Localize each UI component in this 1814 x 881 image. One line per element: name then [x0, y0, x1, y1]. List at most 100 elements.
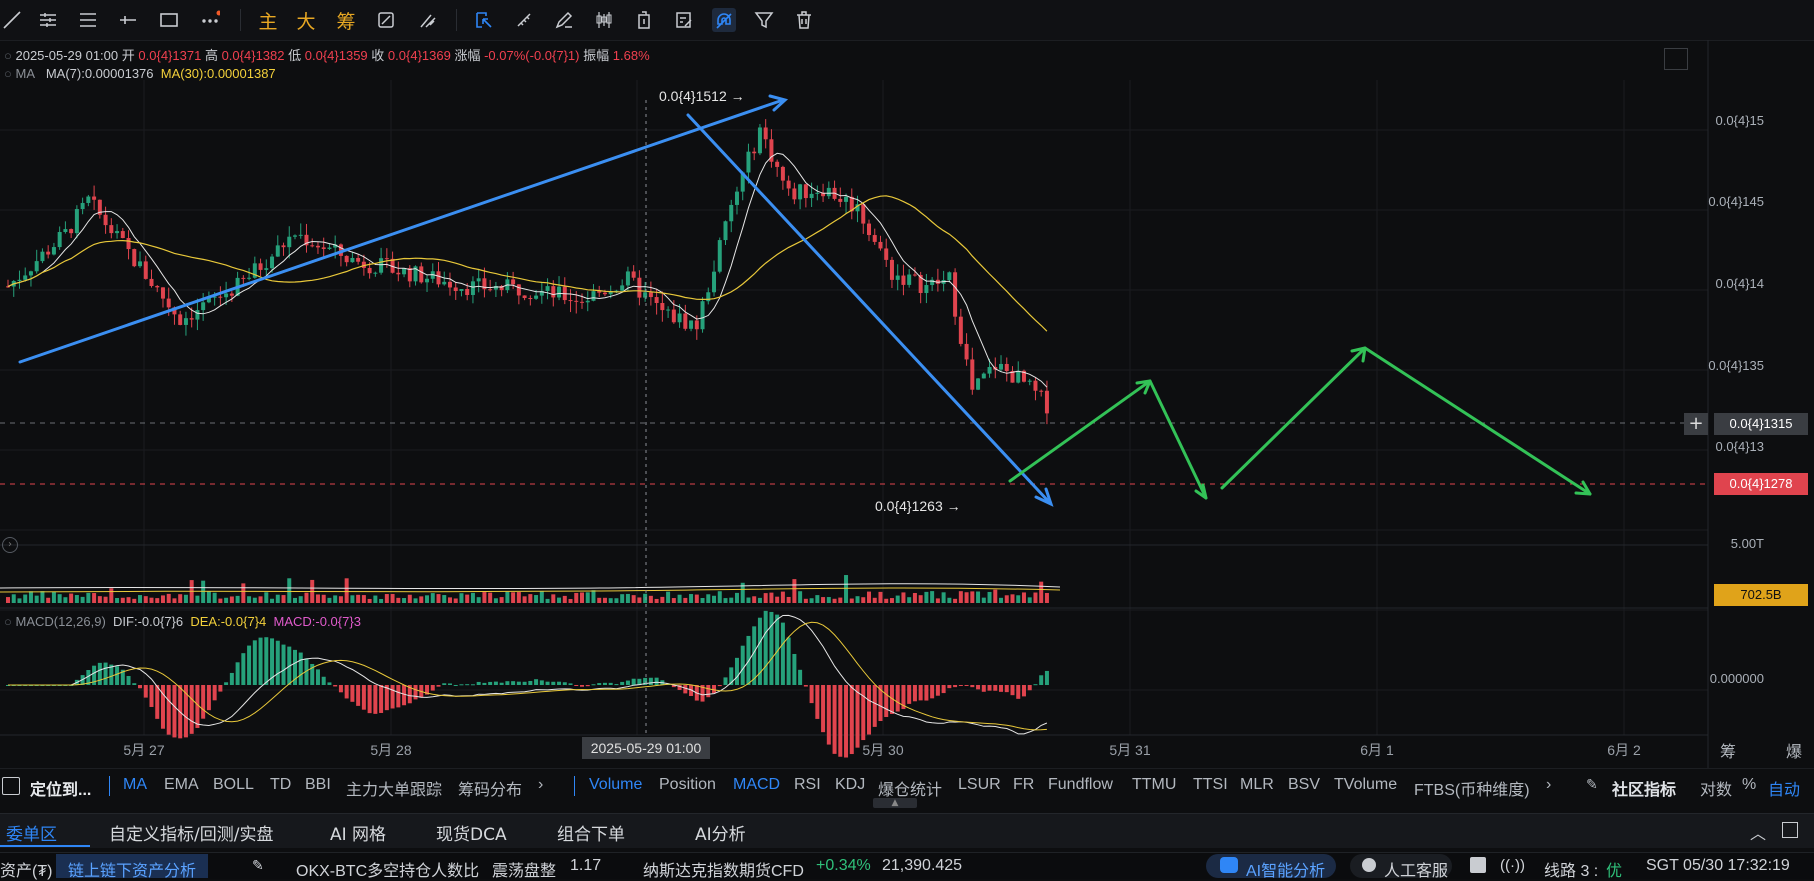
- popout-icon[interactable]: [1782, 822, 1798, 838]
- ticker-nasdaq-name[interactable]: 纳斯达克指数期货CFD: [643, 863, 804, 880]
- tab-ai-grid[interactable]: AI 网格: [330, 825, 387, 845]
- indicator-ftbs[interactable]: FTBS(币种维度): [1414, 782, 1530, 799]
- trend-line-icon[interactable]: [0, 8, 24, 32]
- filter-icon[interactable]: [752, 8, 776, 32]
- indicator-bbi[interactable]: BBI: [305, 776, 331, 793]
- ai-analysis-label[interactable]: AI智能分析: [1246, 863, 1326, 880]
- chevron-right-icon[interactable]: ›: [538, 776, 544, 793]
- add-alert-icon[interactable]: +: [1684, 413, 1708, 435]
- line-label[interactable]: 线路 3 :: [1544, 863, 1599, 880]
- indicator-main-force[interactable]: 主力大单跟踪: [346, 782, 443, 799]
- edit-icon[interactable]: ✎: [1586, 776, 1598, 792]
- locate-button[interactable]: 定位到...: [30, 782, 92, 799]
- fullscreen-icon[interactable]: [1664, 48, 1688, 70]
- indicator-rsi[interactable]: RSI: [794, 776, 821, 793]
- indicator-mlr[interactable]: MLR: [1240, 776, 1274, 793]
- indicator-bsv[interactable]: BSV: [1288, 776, 1321, 793]
- indicator-macd[interactable]: MACD: [733, 776, 781, 793]
- candle-body: [1027, 380, 1032, 382]
- macd-bar: [597, 683, 602, 685]
- indicator-ttmu[interactable]: TTMU: [1132, 776, 1177, 793]
- macd-bar: [844, 685, 849, 758]
- pen-icon[interactable]: [552, 8, 576, 32]
- brush-icon[interactable]: [416, 8, 440, 32]
- collapse-icon[interactable]: ›: [2, 537, 18, 553]
- macd-bar: [987, 685, 992, 691]
- price-chart[interactable]: 0.0{4}1512 → 0.0{4}1263 →: [0, 40, 1814, 768]
- candle-body: [333, 244, 338, 248]
- tab-orders[interactable]: 委单区: [6, 825, 57, 845]
- magnet-icon[interactable]: [712, 8, 736, 32]
- volume-bar: [120, 597, 125, 603]
- indicator-ema[interactable]: EMA: [164, 776, 199, 793]
- chevron-up-icon[interactable]: ▲: [873, 798, 917, 808]
- volume-bar: [958, 591, 963, 603]
- tab-ai-analysis[interactable]: AI分析: [695, 825, 746, 845]
- trash-icon[interactable]: [792, 8, 816, 32]
- chevron-up-icon[interactable]: ︿: [1750, 824, 1767, 843]
- indicator-liquidation[interactable]: 爆仓统计: [878, 782, 943, 799]
- ma-legend[interactable]: ○ MA MA(7):0.00001376 MA(30):0.00001387: [4, 66, 276, 81]
- locate-icon[interactable]: [2, 777, 20, 795]
- log-scale-toggle[interactable]: 对数: [1700, 782, 1733, 799]
- candle-body: [488, 289, 493, 291]
- ruler-icon[interactable]: [512, 8, 536, 32]
- horizontal-ray-icon[interactable]: [116, 8, 140, 32]
- tab-combo-order[interactable]: 组合下单: [557, 825, 625, 845]
- liquidation-axis-button[interactable]: 爆: [1786, 742, 1803, 761]
- indicator-fr[interactable]: FR: [1013, 776, 1035, 793]
- indicator-position[interactable]: Position: [659, 776, 716, 793]
- tab-spot-dca[interactable]: 现货DCA: [436, 825, 507, 845]
- price-tag-icon[interactable]: [632, 8, 656, 32]
- auto-scale-toggle[interactable]: 自动: [1768, 782, 1801, 799]
- more-icon[interactable]: [198, 8, 222, 32]
- cycle-icon[interactable]: [374, 8, 398, 32]
- volume-bar: [178, 594, 183, 603]
- candle-body: [40, 251, 45, 262]
- candle-body: [815, 192, 820, 194]
- assets-label[interactable]: 资产(₮): [0, 863, 53, 880]
- pencil-icon[interactable]: ✎: [252, 857, 264, 873]
- big-order-button[interactable]: 大: [296, 10, 316, 33]
- ticker-okx-name[interactable]: OKX-BTC多空持仓人数比: [296, 863, 480, 880]
- volume-bar: [235, 595, 240, 603]
- multi-line-icon[interactable]: [36, 8, 60, 32]
- candle-body: [551, 286, 556, 298]
- indicator-td[interactable]: TD: [270, 776, 292, 793]
- rectangle-icon[interactable]: [157, 8, 181, 32]
- onchain-analysis-label[interactable]: 链上链下资产分析: [68, 863, 197, 880]
- percent-scale-toggle[interactable]: %: [1742, 776, 1757, 793]
- volume-bar: [442, 595, 447, 603]
- macd-legend[interactable]: ○ MACD(12,26,9) DIF:-0.0{7}6 DEA:-0.0{7}…: [4, 614, 361, 629]
- volume-bar: [516, 592, 521, 603]
- note-icon[interactable]: [672, 8, 696, 32]
- candle-pattern-icon[interactable]: [592, 8, 616, 32]
- tab-custom-indicators[interactable]: 自定义指标/回测/实盘: [109, 825, 274, 845]
- community-indicators-button[interactable]: 社区指标: [1612, 782, 1677, 799]
- onchain-analysis-button[interactable]: [56, 854, 208, 878]
- select-icon[interactable]: [472, 8, 496, 32]
- chevron-right-icon[interactable]: ›: [1546, 776, 1552, 793]
- macd-bar: [252, 640, 257, 685]
- volume-bar: [447, 597, 452, 603]
- candle-body: [476, 278, 481, 282]
- indicator-lsur[interactable]: LSUR: [958, 776, 1001, 793]
- indicator-kdj[interactable]: KDJ: [835, 776, 866, 793]
- indicator-ma[interactable]: MA: [123, 776, 147, 793]
- candle-body: [74, 209, 79, 234]
- macd-bar: [126, 676, 131, 685]
- customer-service-label[interactable]: 人工客服: [1384, 863, 1449, 880]
- indicator-chips[interactable]: 筹码分布: [458, 782, 523, 799]
- horizontal-lines-icon[interactable]: [76, 8, 100, 32]
- indicator-tvolume[interactable]: TVolume: [1334, 776, 1398, 793]
- volume-bar: [149, 597, 154, 603]
- indicator-ttsi[interactable]: TTSI: [1193, 776, 1228, 793]
- indicator-volume[interactable]: Volume: [589, 776, 643, 793]
- indicator-boll[interactable]: BOLL: [213, 776, 254, 793]
- chips-axis-button[interactable]: 筹: [1720, 742, 1737, 761]
- indicator-fundflow[interactable]: Fundflow: [1048, 776, 1113, 793]
- chips-button[interactable]: 筹: [336, 10, 356, 33]
- candle-body: [987, 367, 992, 374]
- feedback-icon[interactable]: [1470, 857, 1486, 873]
- main-force-button[interactable]: 主: [258, 10, 278, 33]
